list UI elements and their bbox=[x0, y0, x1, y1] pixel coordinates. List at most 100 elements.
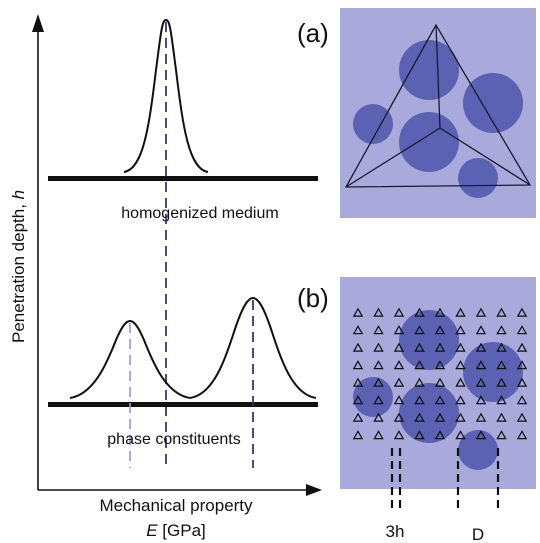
indent-mark bbox=[516, 430, 528, 440]
inclusion bbox=[399, 40, 459, 100]
x-unit-label: E [GPa] bbox=[146, 521, 206, 540]
indent-mark bbox=[475, 412, 487, 422]
inclusion bbox=[353, 377, 393, 417]
indent-mark bbox=[352, 342, 364, 352]
indent-edge bbox=[435, 24, 441, 129]
indent-mark bbox=[434, 342, 446, 352]
indent-mark bbox=[373, 325, 384, 335]
indent-mark bbox=[455, 430, 466, 440]
panel-b: (b) 3h D bbox=[297, 277, 536, 543]
inclusion bbox=[399, 310, 459, 370]
indent-mark bbox=[475, 430, 487, 440]
indent-mark bbox=[496, 342, 507, 352]
indent-mark bbox=[434, 395, 446, 405]
indent-mark bbox=[434, 360, 446, 370]
x-axis-arrow bbox=[306, 484, 322, 496]
indent-mark bbox=[455, 342, 466, 352]
indent-mark bbox=[496, 360, 507, 370]
indent-mark bbox=[352, 307, 364, 317]
y-axis-label: Penetration depth, h bbox=[9, 190, 28, 343]
phase-1-peak-curve bbox=[69, 319, 191, 399]
indent-mark bbox=[393, 412, 405, 422]
inclusion bbox=[353, 104, 393, 144]
indent-mark bbox=[475, 377, 487, 387]
indent-mark bbox=[516, 360, 528, 370]
inclusion bbox=[458, 158, 498, 198]
indent-mark bbox=[496, 377, 507, 387]
indent-mark bbox=[373, 307, 384, 317]
indent-mark bbox=[352, 412, 364, 422]
indent-mark bbox=[496, 430, 507, 440]
indent-mark bbox=[393, 395, 405, 405]
indent-mark bbox=[373, 377, 384, 387]
indent-mark bbox=[414, 412, 425, 422]
indent-mark bbox=[352, 430, 364, 440]
panel-a: (a) bbox=[297, 8, 536, 218]
indent-mark bbox=[455, 377, 466, 387]
indent-mark bbox=[516, 377, 528, 387]
indent-mark bbox=[455, 325, 466, 335]
indent-mark bbox=[414, 342, 425, 352]
homogenized-medium-label: homogenized medium bbox=[121, 205, 278, 222]
indent-mark bbox=[414, 430, 425, 440]
indent-mark bbox=[373, 430, 384, 440]
phase-2-peak-curve bbox=[189, 296, 317, 399]
indent-mark bbox=[373, 412, 384, 422]
indent-mark bbox=[393, 342, 405, 352]
indent-mark bbox=[475, 342, 487, 352]
indent-mark bbox=[496, 395, 507, 405]
indent-mark bbox=[414, 360, 425, 370]
indent-grid bbox=[352, 307, 528, 440]
x-axis-label: Mechanical property bbox=[99, 496, 253, 515]
inclusion bbox=[463, 342, 523, 402]
indent-mark bbox=[516, 307, 528, 317]
homogenized-peak-curve bbox=[123, 18, 209, 173]
indent-mark bbox=[352, 395, 364, 405]
inclusion bbox=[463, 73, 523, 133]
phases-baseline bbox=[48, 402, 318, 407]
indent-mark bbox=[352, 360, 364, 370]
indent-mark bbox=[516, 342, 528, 352]
indent-mark bbox=[475, 395, 487, 405]
indent-mark bbox=[414, 395, 425, 405]
panel-b-label: (b) bbox=[297, 283, 329, 313]
property-plot: Penetration depth, h homogenized medium … bbox=[9, 14, 322, 540]
indent-mark bbox=[455, 395, 466, 405]
indent-mark bbox=[393, 325, 405, 335]
indent-mark bbox=[516, 325, 528, 335]
indent-mark bbox=[373, 395, 384, 405]
indent-mark bbox=[373, 360, 384, 370]
indent-mark bbox=[455, 412, 466, 422]
indent-mark bbox=[352, 325, 364, 335]
indent-mark bbox=[434, 325, 446, 335]
indent-mark bbox=[496, 412, 507, 422]
indent-mark bbox=[475, 307, 487, 317]
diameter-label: D bbox=[472, 525, 484, 543]
phase-constituents-label: phase constituents bbox=[107, 431, 240, 448]
y-axis-arrow bbox=[32, 14, 44, 32]
indent-mark bbox=[434, 412, 446, 422]
inclusion bbox=[458, 430, 498, 470]
indent-mark bbox=[434, 377, 446, 387]
panel-a-label: (a) bbox=[297, 18, 329, 48]
indent-mark bbox=[496, 325, 507, 335]
indent-mark bbox=[496, 307, 507, 317]
indent-mark bbox=[516, 395, 528, 405]
inclusion bbox=[399, 383, 459, 443]
indent-mark bbox=[434, 307, 446, 317]
indent-mark bbox=[516, 412, 528, 422]
indent-mark bbox=[393, 430, 405, 440]
indent-mark bbox=[393, 377, 405, 387]
indent-mark bbox=[414, 377, 425, 387]
indent-mark bbox=[393, 360, 405, 370]
indent-mark bbox=[414, 325, 425, 335]
indent-mark bbox=[393, 307, 405, 317]
indent-edge bbox=[345, 127, 441, 188]
homogenized-baseline bbox=[48, 176, 318, 181]
indent-mark bbox=[373, 342, 384, 352]
indent-mark bbox=[455, 360, 466, 370]
indent-mark bbox=[455, 307, 466, 317]
indent-mark bbox=[475, 360, 487, 370]
spacing-label: 3h bbox=[386, 522, 405, 541]
berkovich-indent-outline bbox=[344, 23, 532, 188]
